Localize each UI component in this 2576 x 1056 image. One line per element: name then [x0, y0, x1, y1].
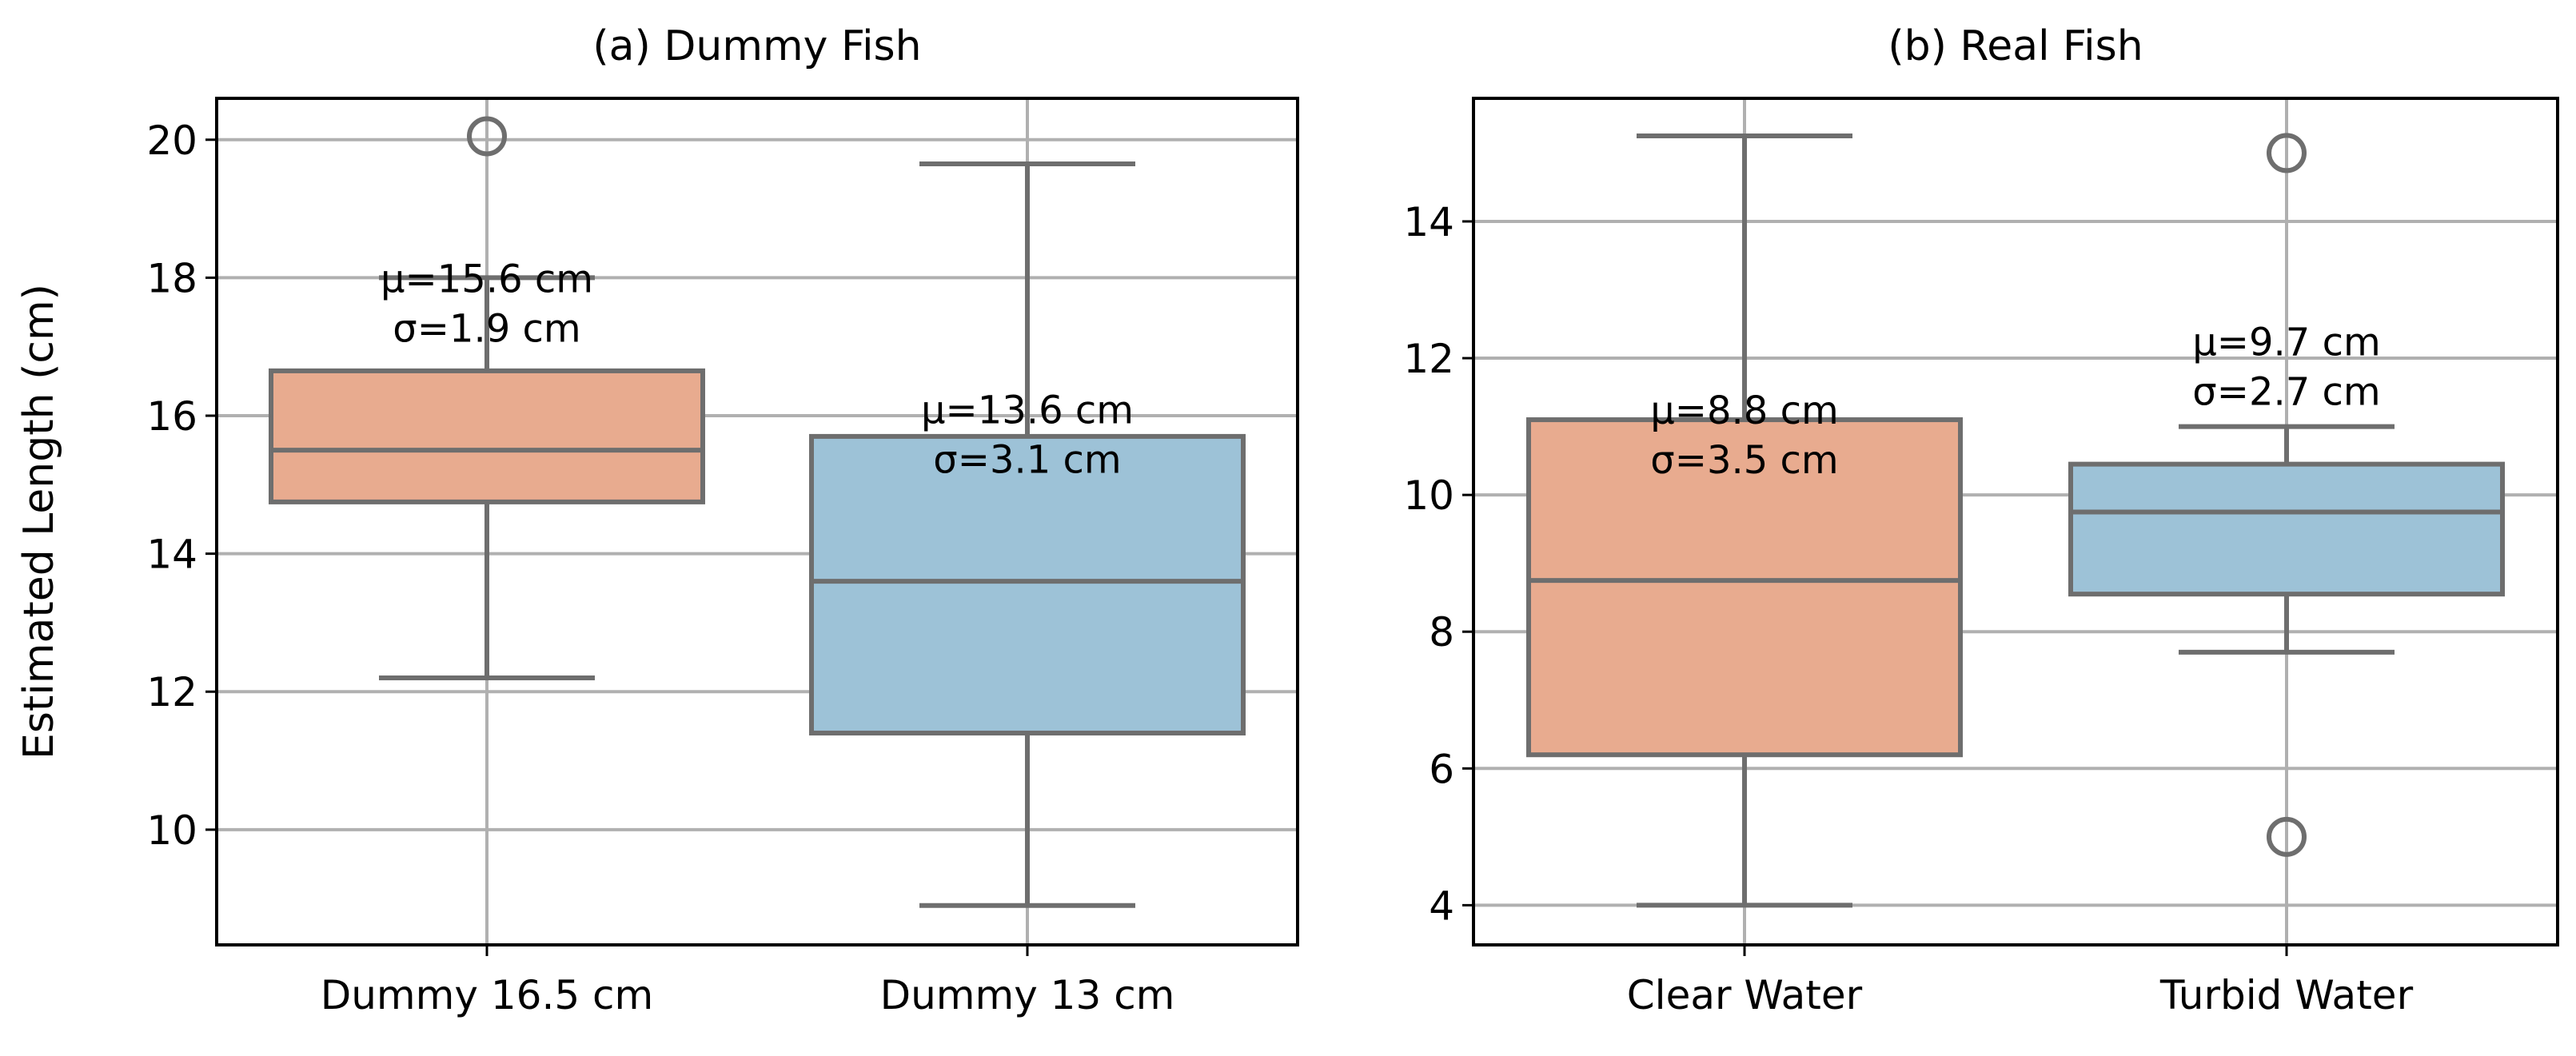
- box: [1526, 417, 1963, 758]
- y-tick-label: 10: [1403, 472, 1454, 519]
- outlier: [2267, 133, 2307, 173]
- axes-frame: [1472, 97, 2559, 946]
- box: [2068, 461, 2505, 597]
- x-tick-label: Dummy 16.5 cm: [321, 972, 654, 1018]
- x-tick-label: Clear Water: [1627, 972, 1863, 1018]
- y-tick-label: 12: [1403, 336, 1454, 382]
- chart-title: (a) Dummy Fish: [592, 22, 921, 70]
- y-tick-label: 6: [1429, 746, 1454, 792]
- x-tick-label: Turbid Water: [2159, 972, 2414, 1018]
- outlier: [467, 116, 507, 157]
- y-tick-label: 4: [1429, 883, 1454, 929]
- annotation: μ=13.6 cm: [921, 389, 1134, 433]
- outlier: [2267, 816, 2307, 857]
- y-tick-label: 20: [146, 118, 197, 164]
- box: [269, 368, 705, 504]
- y-tick-label: 12: [146, 669, 197, 715]
- y-tick-label: 16: [146, 393, 197, 440]
- y-tick-label: 8: [1429, 609, 1454, 656]
- x-tick-label: Dummy 13 cm: [880, 972, 1175, 1018]
- y-axis-label: Estimated Length (cm): [15, 284, 63, 759]
- annotation: μ=8.8 cm: [1650, 389, 1839, 433]
- annotation: μ=15.6 cm: [381, 257, 593, 302]
- chart-title: (b) Real Fish: [1888, 22, 2143, 70]
- y-tick-label: 14: [146, 532, 197, 578]
- axes-frame: [215, 97, 1299, 946]
- y-tick-label: 14: [1403, 199, 1454, 245]
- annotation: σ=3.1 cm: [933, 438, 1121, 483]
- y-tick-label: 18: [146, 255, 197, 301]
- y-tick-label: 10: [146, 807, 197, 854]
- annotation: σ=2.7 cm: [2192, 370, 2380, 415]
- box: [809, 433, 1246, 736]
- annotation: μ=9.7 cm: [2192, 321, 2381, 365]
- annotation: σ=1.9 cm: [393, 307, 580, 352]
- annotation: σ=3.5 cm: [1650, 438, 1838, 483]
